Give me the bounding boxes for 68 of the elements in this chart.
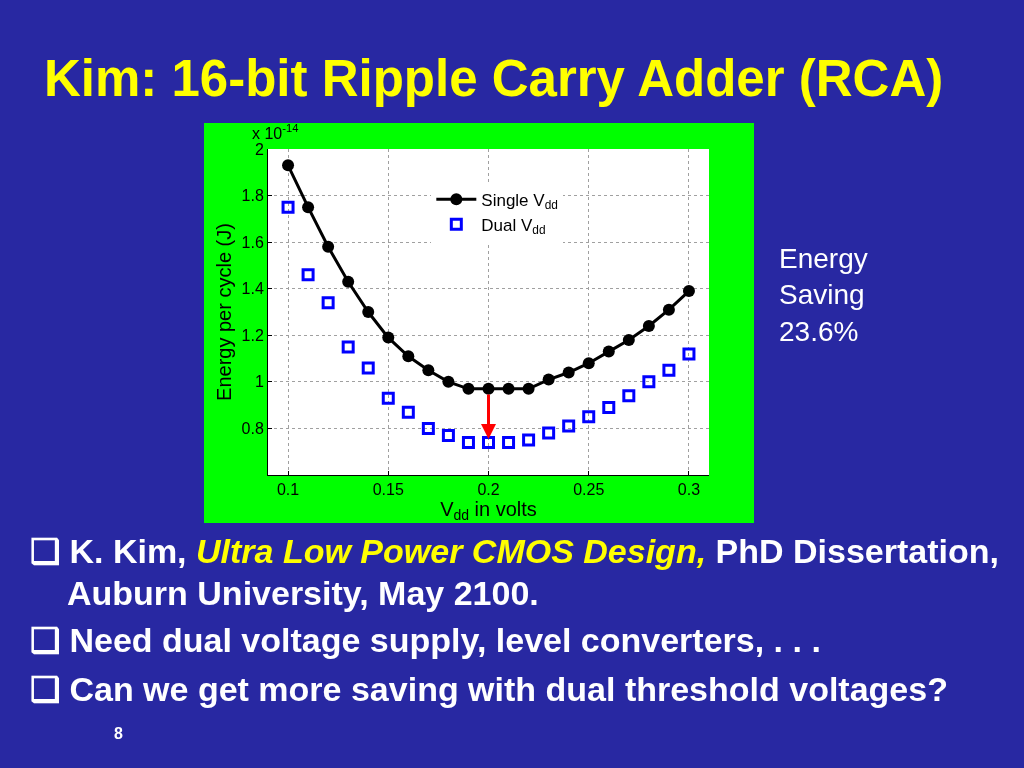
point [482, 382, 495, 395]
point [522, 433, 536, 447]
point [502, 382, 515, 395]
point [642, 375, 656, 389]
point [281, 200, 295, 214]
x-tick-label: 0.2 [477, 481, 500, 499]
point [642, 319, 655, 332]
point [602, 400, 616, 414]
point [602, 345, 615, 358]
text: x 10$^{-14}$ [252, 122, 299, 142]
point [562, 419, 576, 433]
point [302, 201, 315, 214]
x-tick-label: 0.1 [276, 481, 300, 499]
point [282, 159, 295, 172]
point [441, 428, 455, 442]
x-tick-label: 0.25 [573, 481, 605, 499]
point [422, 364, 435, 377]
legend-label: Single V$_{dd}$ [481, 190, 558, 213]
x-tick-label: 0.3 [677, 481, 701, 499]
point [562, 366, 575, 379]
text: PhD Dissertation, [715, 532, 999, 570]
point [662, 363, 676, 377]
text: Auburn University, May 2100. [67, 574, 539, 612]
point [482, 435, 495, 449]
point [381, 391, 395, 405]
point [421, 421, 435, 435]
point [401, 405, 415, 419]
point [442, 375, 455, 388]
point [461, 435, 475, 449]
text: Energy Saving 23.6% [779, 243, 868, 347]
y-tick-label: 1.6 [241, 233, 264, 251]
y-tick-label: 0.8 [241, 420, 264, 438]
point [402, 350, 415, 363]
point [382, 331, 395, 344]
point [682, 347, 696, 361]
text: ❑ K. Kim, [30, 532, 187, 570]
point [341, 340, 355, 354]
point [622, 389, 636, 403]
text: ❑ Need dual voltage supply, level converters, . . . [30, 621, 821, 659]
y-tick-label: 1.8 [241, 187, 264, 205]
point [502, 435, 516, 449]
point [542, 426, 556, 440]
point [682, 285, 695, 298]
point [321, 296, 335, 310]
x-axis-title: V$_{dd}$ in volts [440, 498, 537, 524]
x-tick-label: 0.15 [372, 481, 404, 499]
y-tick-label: 1.4 [241, 280, 264, 298]
point [322, 240, 335, 253]
legend-label: Dual V$_{dd}$ [481, 215, 546, 238]
y-tick-label: 1 [254, 373, 264, 391]
point [522, 382, 535, 395]
text: ❑ Can we get more saving with dual threshold voltages? [30, 670, 948, 708]
point [361, 361, 375, 375]
point [362, 306, 375, 318]
point [662, 303, 675, 316]
chart-title: Kim: 16-bit Ripple Carry Adder (RCA) [44, 49, 944, 107]
point [462, 382, 475, 395]
point [342, 275, 355, 288]
point [582, 357, 595, 370]
point [542, 373, 555, 386]
text: Ultra Low Power CMOS Design, [196, 532, 707, 570]
point [582, 410, 596, 424]
y-tick-label: 2 [254, 140, 264, 158]
y-tick-label: 1.2 [241, 326, 264, 344]
point [622, 333, 635, 346]
y-axis-title: Energy per cycle (J) [213, 223, 236, 401]
point [301, 268, 315, 282]
text: 8 [114, 725, 123, 742]
